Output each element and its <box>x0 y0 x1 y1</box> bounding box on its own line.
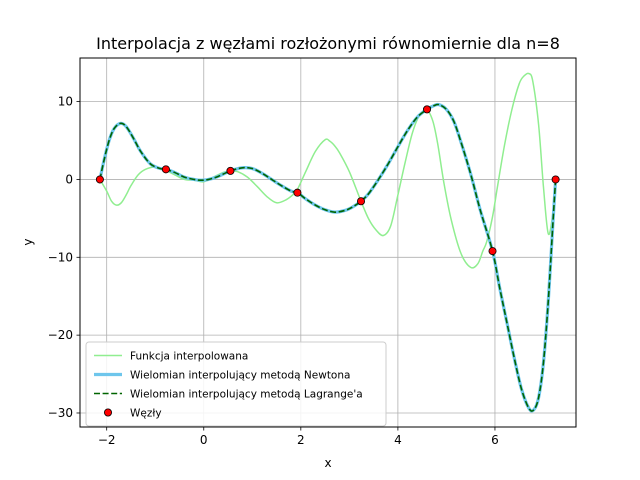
x-tick-label: 0 <box>200 433 208 447</box>
node-markers <box>95 105 560 256</box>
x-tick-label: 4 <box>394 433 402 447</box>
legend-label: Wielomian interpolujący metodą Lagrange'… <box>130 389 363 401</box>
y-tick-label: 10 <box>58 95 73 109</box>
legend: Funkcja interpolowana Wielomian interpolu… <box>85 341 387 427</box>
y-tick-label: 0 <box>65 172 73 186</box>
interpolated-function-line <box>99 72 557 269</box>
legend-box <box>85 341 387 427</box>
node-marker <box>226 166 235 175</box>
plot-frame <box>79 57 577 428</box>
y-tick-label: −10 <box>48 250 73 264</box>
x-tick-label: 6 <box>491 433 499 447</box>
x-tick-label: −2 <box>98 433 116 447</box>
x-tick-label: 2 <box>297 433 305 447</box>
legend-swatch <box>104 408 113 417</box>
node-marker <box>357 197 366 206</box>
legend-label: Funkcja interpolowana <box>130 351 248 363</box>
node-marker <box>161 165 170 174</box>
y-tick-label: −20 <box>48 328 73 342</box>
legend-label: Wielomian interpolujący metodą Newtona <box>130 370 350 382</box>
legend-label: Węzły <box>130 408 162 420</box>
chart-title: Interpolacja z węzłami rozłożonymi równo… <box>96 34 560 53</box>
node-marker <box>551 175 560 184</box>
node-marker <box>95 175 104 184</box>
node-marker <box>423 105 432 114</box>
node-marker <box>488 247 497 256</box>
node-marker <box>293 188 302 197</box>
x-axis-ticks: −2 0 2 4 6 <box>98 427 499 447</box>
y-axis-ticks: −30 −20 −10 0 10 <box>48 95 80 420</box>
lagrange-polynomial-line <box>99 103 557 412</box>
x-axis-label: x <box>324 456 331 470</box>
y-tick-label: −30 <box>48 406 73 420</box>
y-axis-label: y <box>21 238 35 245</box>
